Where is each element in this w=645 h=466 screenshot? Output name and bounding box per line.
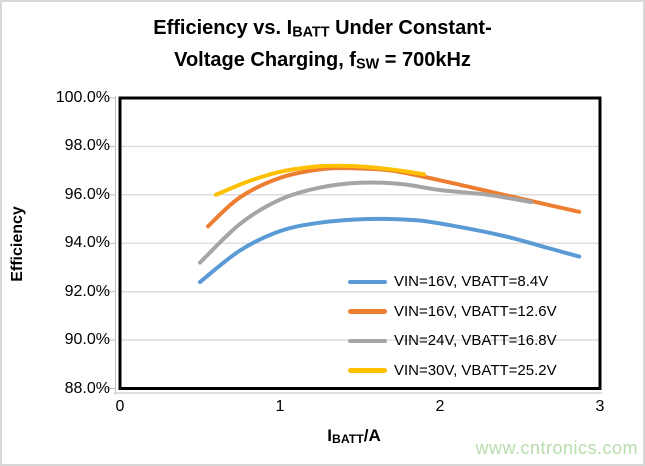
chart-title: Efficiency vs. IBATT Under Constant- Vol… — [2, 15, 643, 78]
legend-label: VIN=30V, VBATT=25.2V — [394, 361, 557, 379]
plot-border — [118, 96, 602, 390]
x-axis-title-text: /A — [363, 426, 381, 445]
legend-label: VIN=16V, VBATT=8.4V — [394, 273, 549, 291]
y-axis-tick-label: 96.0% — [64, 185, 110, 203]
series-line-1 — [198, 216, 582, 284]
x-axis-title: IBATT/A — [327, 426, 380, 446]
legend-item: VIN=30V, VBATT=25.2V — [348, 356, 557, 386]
x-axis-title-subscript: BATT — [332, 432, 364, 447]
legend-line-sample — [348, 309, 387, 314]
legend-item: VIN=16V, VBATT=8.4V — [348, 267, 557, 297]
legend-item: VIN=24V, VBATT=16.8V — [348, 326, 557, 356]
x-axis-title-text: I — [327, 426, 333, 445]
x-axis-tick-label: 3 — [595, 398, 605, 415]
legend-line-sample — [348, 279, 387, 284]
y-axis-tick-label: 98.0% — [64, 137, 110, 155]
title-text: Under Constant- — [329, 17, 492, 39]
y-axis-tick-label: 92.0% — [64, 282, 110, 300]
title-text: = 700kHz — [379, 48, 471, 71]
title-subscript: BATT — [292, 24, 330, 41]
y-axis-tick-label: 100.0% — [55, 89, 110, 106]
legend-label: VIN=16V, VBATT=12.6V — [394, 302, 557, 320]
legend-label: VIN=24V, VBATT=16.8V — [394, 332, 557, 350]
title-subscript: SW — [355, 56, 380, 73]
chart-title-line1: Efficiency vs. IBATT Under Constant- — [2, 15, 643, 47]
y-axis-tick-label: 88.0% — [64, 379, 110, 397]
title-text: Efficiency vs. I — [153, 17, 293, 39]
x-axis-tick-label: 2 — [435, 398, 445, 415]
legend-line-sample — [348, 338, 387, 343]
watermark: www.cntronics.com — [475, 438, 638, 458]
y-axis-title: Efficiency — [9, 206, 26, 282]
legend-line-sample — [348, 368, 387, 373]
x-axis-tick-label: 0 — [115, 398, 125, 415]
x-axis-tick-label: 1 — [275, 398, 285, 415]
legend-item: VIN=16V, VBATT=12.6V — [348, 297, 557, 327]
y-axis-tick-label: 94.0% — [64, 234, 110, 252]
chart-title-line2: Voltage Charging, fSW = 700kHz — [2, 47, 643, 79]
title-text: Voltage Charging, f — [174, 48, 356, 71]
series-line-3 — [198, 180, 534, 265]
y-axis-tick-label: 90.0% — [64, 331, 110, 349]
legend: VIN=16V, VBATT=8.4V VIN=16V, VBATT=12.6V V… — [348, 267, 557, 385]
series-line-4 — [214, 163, 426, 197]
